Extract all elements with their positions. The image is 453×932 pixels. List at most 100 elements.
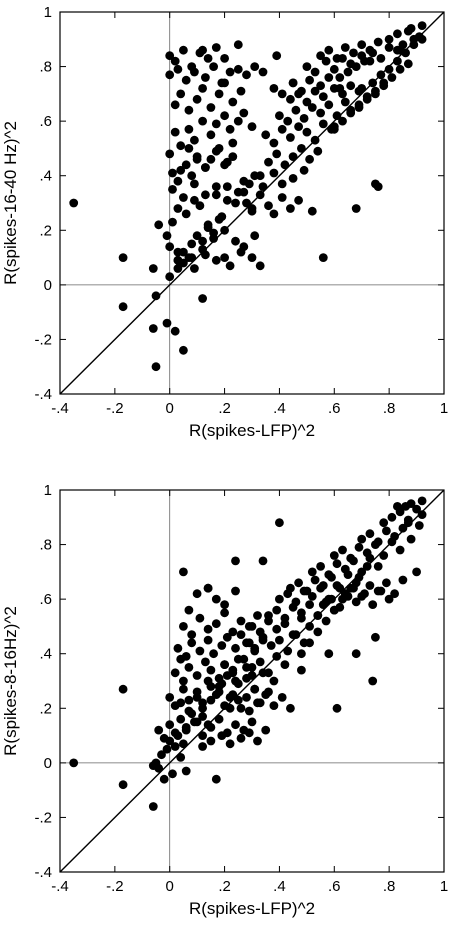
bottom-data-point	[179, 567, 188, 577]
top-data-point	[286, 133, 295, 142]
bottom-data-point	[362, 548, 372, 558]
top-scatter-panel: -.4 -.2 0 .2 .4 .6 .8 1 -.4 -.2 0 .2 .4 .6 .8 1 R(spik…	[1, 4, 448, 440]
top-data-point	[236, 247, 246, 257]
bottom-data-point	[286, 703, 295, 713]
bottom-data-point	[190, 717, 199, 727]
bottom-data-point	[220, 608, 230, 618]
bottom-data-point	[365, 581, 375, 590]
bottom-data-point	[118, 684, 128, 694]
bottom-data-point	[302, 586, 312, 596]
top-data-point	[283, 116, 293, 126]
bottom-data-point	[395, 545, 405, 555]
top-data-point	[371, 86, 380, 96]
top-data-point	[286, 204, 295, 213]
top-y-tick-label: .4	[39, 168, 52, 185]
top-data-point	[225, 261, 235, 271]
bottom-y-tick-label: .8	[39, 537, 52, 554]
top-data-point	[403, 59, 413, 69]
top-data-point	[203, 54, 213, 63]
top-x-tick-label: .8	[383, 400, 396, 417]
top-data-point	[395, 45, 405, 55]
top-plot-frame	[59, 11, 445, 395]
bottom-data-point	[390, 589, 399, 599]
bottom-data-point	[198, 703, 208, 713]
top-data-point	[395, 64, 405, 74]
top-data-point	[379, 78, 389, 88]
top-data-point	[275, 111, 284, 121]
bottom-data-point	[321, 616, 331, 626]
bottom-data-point	[211, 774, 221, 784]
bottom-data-point	[242, 638, 251, 648]
top-data-point	[239, 176, 249, 186]
top-data-point	[305, 154, 314, 164]
bottom-data-point	[181, 766, 191, 776]
bottom-data-point	[198, 742, 208, 751]
bottom-data-point	[242, 693, 251, 702]
bottom-data-point	[351, 649, 361, 659]
bottom-y-tick-label: .2	[39, 700, 52, 717]
top-data-point	[168, 217, 177, 227]
bottom-data-point	[165, 693, 175, 702]
top-data-point	[211, 182, 221, 192]
top-data-point	[225, 124, 235, 134]
bottom-data-point	[393, 502, 402, 511]
top-data-point	[269, 168, 279, 178]
bottom-data-point	[198, 731, 208, 740]
bottom-data-point	[379, 551, 389, 560]
top-data-point	[324, 73, 334, 82]
bottom-data-point	[255, 657, 265, 667]
top-data-point	[190, 264, 199, 273]
top-data-point	[148, 264, 158, 273]
bottom-x-tick-label: -.4	[51, 878, 69, 895]
bottom-data-point	[264, 611, 273, 620]
top-data-point	[277, 193, 287, 202]
top-data-point	[297, 144, 306, 153]
top-x-tick-label: -.4	[51, 400, 69, 417]
bottom-data-point	[412, 504, 421, 514]
bottom-data-point	[357, 592, 367, 601]
top-data-point	[272, 51, 282, 61]
top-data-point	[192, 154, 202, 164]
bottom-data-point	[412, 567, 421, 577]
bottom-data-point	[176, 753, 186, 762]
bottom-data-point	[236, 733, 246, 743]
top-data-point	[233, 40, 243, 50]
top-data-point	[354, 100, 364, 110]
bottom-x-tick-label: 1	[440, 878, 448, 895]
top-data-point	[173, 176, 183, 186]
bottom-x-tick-label: .6	[328, 878, 341, 895]
bottom-data-point	[184, 605, 194, 615]
top-data-point	[236, 86, 246, 96]
bottom-scatter-panel: -.4 -.2 0 .2 .4 .6 .8 1 -.4 -.2 0 .2 .4 .6 .8 1 R(spik…	[1, 482, 448, 918]
top-tick-marks	[59, 11, 445, 395]
top-data-point	[154, 220, 164, 230]
bottom-data-point	[253, 611, 262, 620]
top-data-point	[406, 24, 416, 33]
top-data-point	[288, 78, 298, 88]
bottom-y-tick-labels: -.4 -.2 0 .2 .4 .6 .8 1	[34, 482, 52, 881]
bottom-data-point	[192, 589, 202, 599]
top-data-point	[198, 45, 208, 55]
bottom-data-point	[233, 695, 243, 705]
top-data-point	[387, 73, 397, 82]
top-data-point	[211, 190, 221, 200]
bottom-data-point	[244, 706, 254, 716]
top-data-point	[201, 73, 210, 82]
bottom-data-point	[280, 660, 290, 669]
bottom-data-point	[340, 564, 350, 574]
bottom-data-point	[214, 714, 224, 724]
bottom-data-point	[297, 649, 306, 659]
top-data-point	[195, 201, 205, 211]
bottom-data-point	[266, 641, 276, 650]
bottom-data-point	[184, 695, 194, 705]
top-data-point	[170, 56, 180, 66]
top-data-point	[187, 171, 197, 181]
top-data-point	[250, 62, 260, 71]
bottom-data-point	[187, 630, 197, 639]
top-data-point	[280, 160, 290, 170]
top-data-point	[211, 119, 221, 129]
top-data-point	[222, 182, 232, 192]
top-data-point	[346, 81, 356, 91]
top-x-tick-label: 1	[440, 400, 448, 417]
